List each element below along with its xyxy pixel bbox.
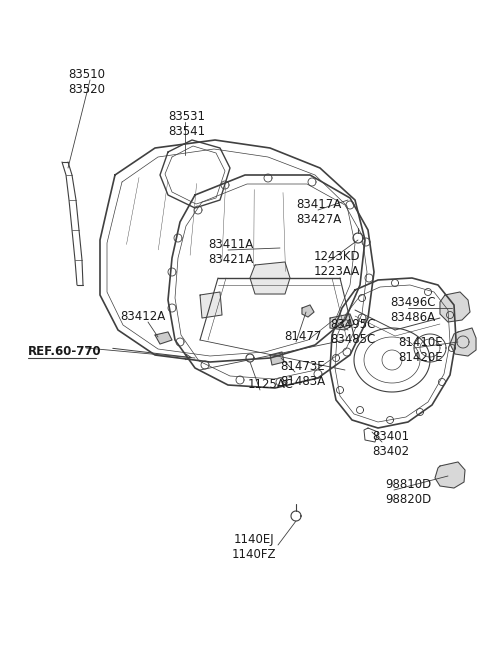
- Text: REF.60-770: REF.60-770: [28, 345, 102, 358]
- Text: 83495C
83485C: 83495C 83485C: [330, 318, 375, 346]
- Text: 81473E
81483A: 81473E 81483A: [280, 360, 325, 388]
- Polygon shape: [270, 352, 284, 365]
- Text: 83412A: 83412A: [120, 310, 165, 323]
- Text: 83411A
83421A: 83411A 83421A: [208, 238, 253, 266]
- Polygon shape: [250, 262, 290, 294]
- Text: 83417A
83427A: 83417A 83427A: [296, 198, 341, 226]
- Polygon shape: [450, 328, 476, 356]
- Polygon shape: [155, 332, 172, 344]
- Polygon shape: [302, 305, 314, 317]
- Polygon shape: [330, 314, 354, 330]
- Text: 81477: 81477: [284, 330, 322, 343]
- Text: 81410E
81420E: 81410E 81420E: [398, 336, 443, 364]
- Text: 1243KD
1223AA: 1243KD 1223AA: [314, 250, 360, 278]
- Text: 1140EJ
1140FZ: 1140EJ 1140FZ: [232, 533, 276, 561]
- Text: 98810D
98820D: 98810D 98820D: [385, 478, 431, 506]
- Polygon shape: [200, 292, 222, 318]
- Text: 83496C
83486A: 83496C 83486A: [390, 296, 435, 324]
- Text: 83531
83541: 83531 83541: [168, 110, 205, 138]
- Polygon shape: [440, 292, 470, 322]
- Text: 83510
83520: 83510 83520: [68, 68, 105, 96]
- Polygon shape: [435, 462, 465, 488]
- Text: 83401
83402: 83401 83402: [372, 430, 409, 458]
- Text: 1125AC: 1125AC: [248, 378, 294, 391]
